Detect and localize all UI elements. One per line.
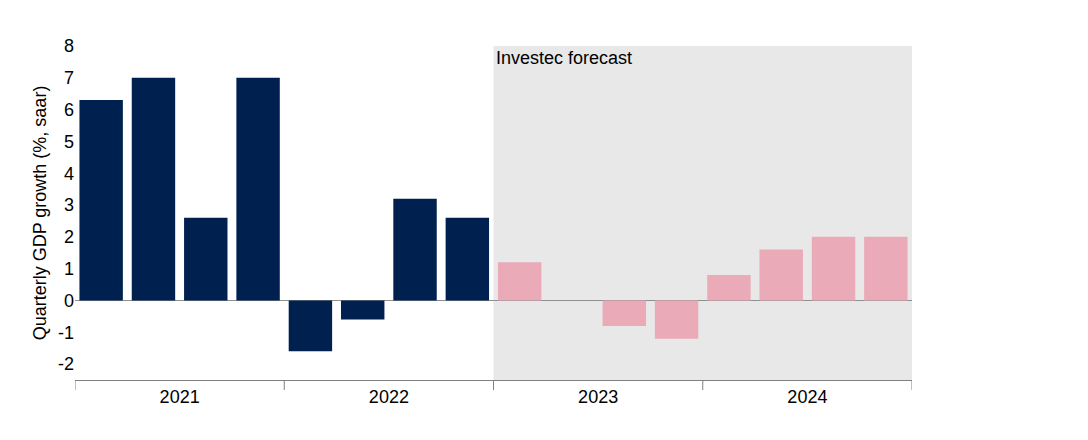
svg-text:2023: 2023 bbox=[578, 387, 618, 407]
svg-text:Investec forecast: Investec forecast bbox=[496, 48, 632, 68]
svg-text:-2: -2 bbox=[58, 354, 74, 374]
svg-text:8: 8 bbox=[64, 36, 74, 56]
svg-text:1: 1 bbox=[64, 259, 74, 279]
svg-text:6: 6 bbox=[64, 100, 74, 120]
svg-text:3: 3 bbox=[64, 195, 74, 215]
svg-text:2024: 2024 bbox=[787, 387, 827, 407]
svg-text:2022: 2022 bbox=[369, 387, 409, 407]
svg-text:2: 2 bbox=[64, 227, 74, 247]
svg-text:5: 5 bbox=[64, 132, 74, 152]
svg-text:Quarterly GDP growth (%, saar): Quarterly GDP growth (%, saar) bbox=[30, 86, 50, 341]
svg-text:2021: 2021 bbox=[160, 387, 200, 407]
svg-text:7: 7 bbox=[64, 68, 74, 88]
svg-text:-1: -1 bbox=[58, 323, 74, 343]
svg-text:0: 0 bbox=[64, 291, 74, 311]
svg-text:4: 4 bbox=[64, 164, 74, 184]
